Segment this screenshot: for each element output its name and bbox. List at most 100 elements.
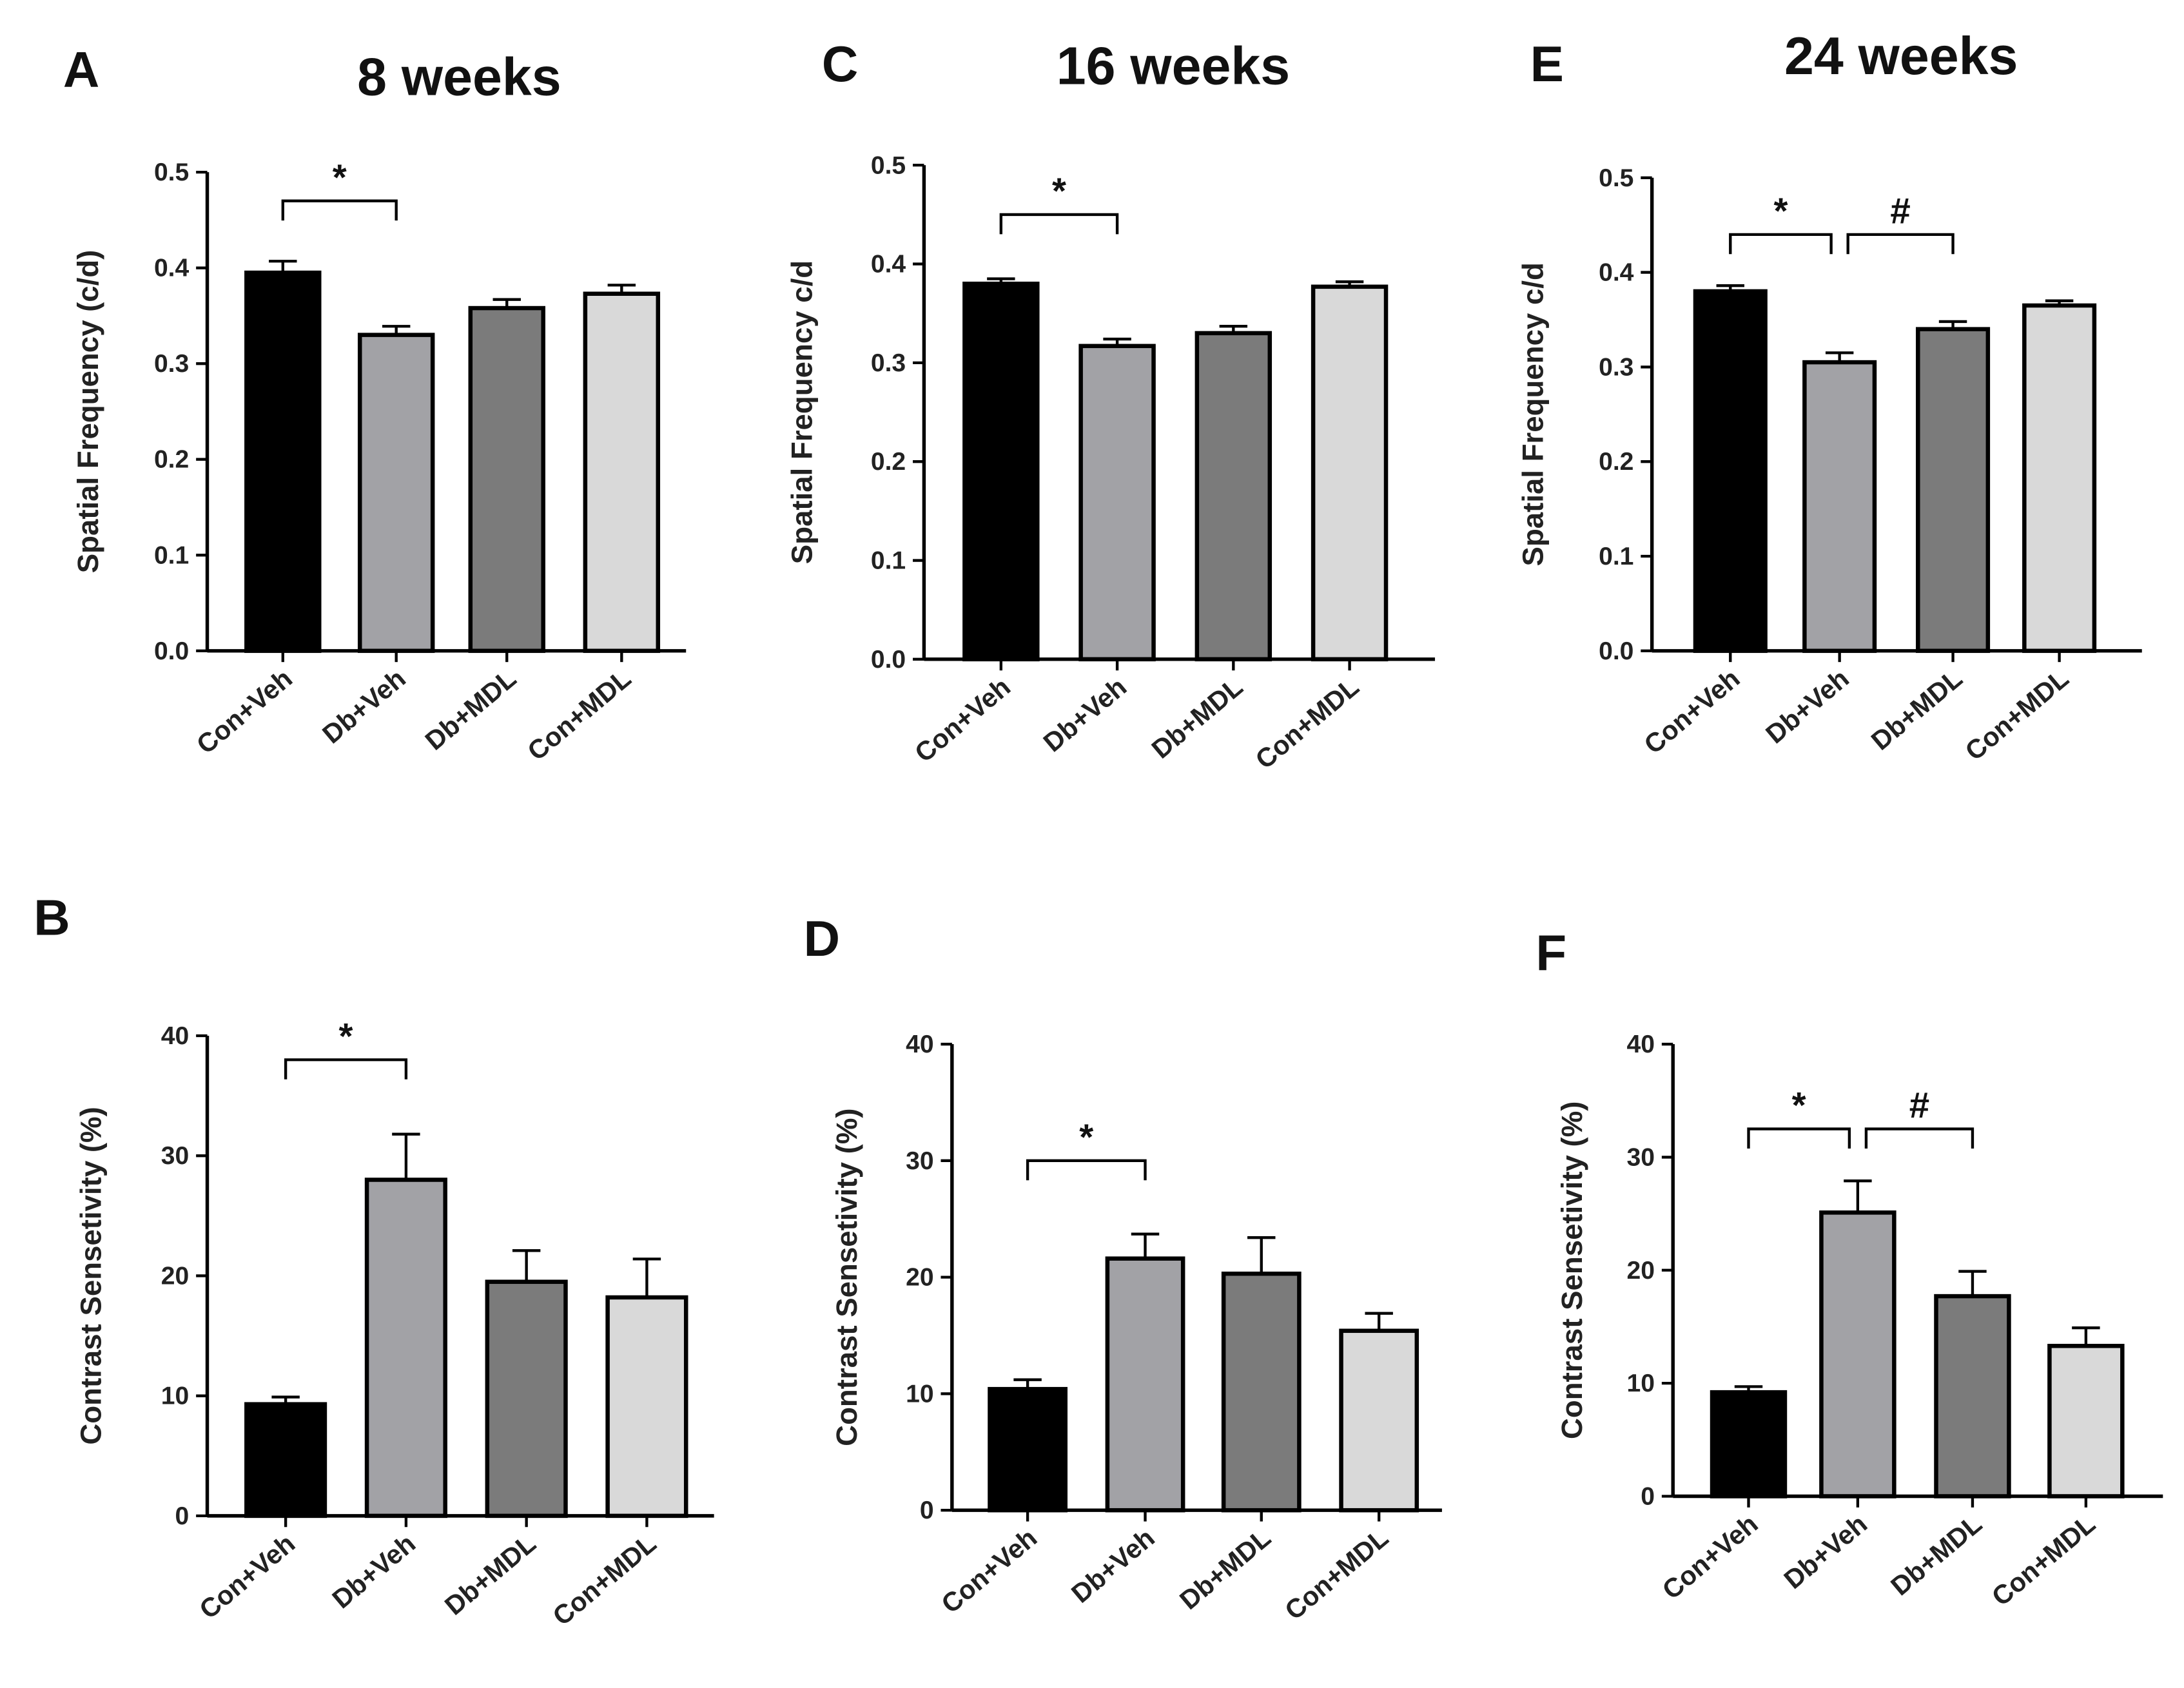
- significance-label: *: [1773, 191, 1788, 231]
- y-tick-label: 0.5: [1599, 164, 1633, 192]
- bar-db-mdl: [1934, 1294, 2011, 1499]
- bar-con-mdl: [2022, 303, 2097, 654]
- bar-db-veh: [1105, 1256, 1185, 1513]
- bar-con-veh: [988, 1386, 1068, 1513]
- panel-letter: E: [1530, 35, 1564, 92]
- significance-label: #: [1890, 191, 1910, 231]
- bar-db-mdl: [468, 306, 545, 654]
- panel-letter: F: [1536, 924, 1566, 981]
- panel-letter: A: [63, 41, 99, 98]
- significance-bracket: [1026, 1159, 1147, 1181]
- x-tick-label: Con+MDL: [1960, 663, 2074, 766]
- x-tick-label: Con+MDL: [522, 663, 637, 766]
- x-tick-label: Db+Veh: [1038, 672, 1132, 757]
- y-tick-label: 0.4: [871, 251, 906, 278]
- y-tick-label: 0.5: [154, 159, 189, 186]
- bar-con-mdl: [583, 291, 661, 654]
- x-tick-label: Db+MDL: [420, 663, 522, 756]
- bar-con-veh: [244, 270, 322, 654]
- x-tick-label: Db+Veh: [327, 1528, 421, 1614]
- significance-label: *: [339, 1016, 353, 1056]
- significance-label: *: [1079, 1116, 1093, 1157]
- y-tick-label: 0.2: [1599, 448, 1633, 476]
- significance-bracket: [281, 199, 398, 221]
- panel-d: D Con+Veh Db+Veh Db+MDL Con+MDL 0 10 20 30 40 Cont…: [804, 910, 1442, 1625]
- y-tick-label: 0.5: [871, 151, 906, 179]
- x-tick-label: Db+MDL: [1866, 663, 1968, 756]
- significance-label: *: [1052, 171, 1066, 211]
- significance-bracket: [1846, 233, 1955, 255]
- bar-con-veh: [244, 1402, 327, 1518]
- bar-con-mdl: [2047, 1343, 2125, 1499]
- bar-con-mdl: [605, 1295, 688, 1518]
- significance-bracket: [1864, 1127, 1974, 1149]
- x-tick-label: Con+Veh: [191, 663, 298, 759]
- y-tick-label: 20: [161, 1262, 189, 1290]
- x-tick-label: Con+Veh: [909, 672, 1016, 768]
- y-tick-label: 30: [906, 1147, 933, 1175]
- x-tick-label: Db+MDL: [1146, 672, 1249, 764]
- x-tick-label: Con+Veh: [936, 1523, 1043, 1619]
- panel-b: B Con+Veh Db+Veh Db+MDL Con+MDL 0 10 20 30 40 Cont…: [34, 889, 714, 1631]
- bar-db-mdl: [1221, 1271, 1302, 1513]
- y-tick-label: 0.1: [871, 547, 906, 575]
- y-tick-label: 0: [175, 1502, 190, 1530]
- y-tick-label: 0.3: [1599, 353, 1633, 381]
- y-tick-label: 20: [1627, 1257, 1655, 1285]
- y-tick-label: 0: [1641, 1483, 1655, 1511]
- bar-con-mdl: [1339, 1328, 1419, 1513]
- y-axis-label: Contrast Sensetivity (%): [1555, 1101, 1588, 1439]
- y-tick-label: 30: [161, 1142, 189, 1170]
- bar-con-mdl: [1311, 284, 1389, 662]
- y-tick-label: 40: [1627, 1031, 1655, 1058]
- bar-db-mdl: [1916, 327, 1991, 654]
- x-tick-label: Db+MDL: [1886, 1509, 1988, 1602]
- y-tick-label: 20: [906, 1264, 933, 1292]
- y-tick-label: 40: [906, 1031, 933, 1058]
- y-tick-label: 10: [1627, 1370, 1655, 1397]
- panel-title: 24 weeks: [1784, 26, 2018, 86]
- significance-bracket: [284, 1058, 408, 1080]
- y-tick-label: 0.2: [154, 446, 189, 474]
- bar-db-veh: [1802, 360, 1877, 654]
- x-tick-label: Db+Veh: [1066, 1523, 1160, 1609]
- y-tick-label: 0.0: [154, 637, 189, 665]
- significance-bracket: [1729, 233, 1833, 255]
- x-tick-label: Db+MDL: [1174, 1523, 1276, 1616]
- bar-db-mdl: [485, 1279, 568, 1518]
- y-axis-label: Spatial Frequency c/d: [1516, 262, 1549, 566]
- y-axis-label: Spatial Frequency (c/d): [72, 250, 104, 574]
- x-tick-label: Con+MDL: [547, 1528, 662, 1631]
- bar-db-veh: [364, 1178, 447, 1518]
- y-tick-label: 40: [161, 1022, 189, 1050]
- x-tick-label: Db+Veh: [1779, 1509, 1873, 1595]
- x-tick-label: Db+Veh: [1760, 663, 1854, 749]
- x-tick-label: Db+Veh: [317, 663, 411, 749]
- bar-con-veh: [1693, 289, 1768, 654]
- bar-db-veh: [357, 333, 435, 654]
- bar-db-veh: [1819, 1210, 1896, 1499]
- y-tick-label: 0.3: [154, 350, 189, 378]
- x-tick-label: Con+MDL: [1250, 672, 1365, 775]
- y-tick-label: 0.0: [871, 646, 906, 674]
- bar-con-veh: [962, 281, 1040, 662]
- y-axis-label: Spatial Frequency c/d: [786, 260, 819, 564]
- x-tick-label: Con+Veh: [1639, 663, 1746, 759]
- x-tick-label: Db+MDL: [439, 1528, 541, 1621]
- significance-label: #: [1909, 1085, 1929, 1125]
- panel-letter: D: [804, 910, 840, 967]
- x-tick-label: Con+Veh: [1657, 1509, 1764, 1605]
- y-tick-label: 0: [920, 1497, 934, 1524]
- bar-db-mdl: [1194, 331, 1272, 662]
- y-tick-label: 10: [906, 1380, 933, 1408]
- x-tick-label: Con+Veh: [194, 1528, 301, 1624]
- panel-a: A 8 weeks Con+Veh Db+Veh Db+MDL Con+MDL 0.0 0.1…: [63, 41, 687, 766]
- y-tick-label: 0.0: [1599, 637, 1633, 665]
- panel-title: 16 weeks: [1057, 36, 1290, 95]
- panel-c: C 16 weeks Con+Veh Db+Veh Db+MDL Con+MDL 0.0 0.…: [786, 35, 1436, 775]
- y-tick-label: 30: [1627, 1143, 1655, 1171]
- y-tick-label: 0.1: [1599, 543, 1633, 570]
- bar-db-veh: [1078, 344, 1156, 662]
